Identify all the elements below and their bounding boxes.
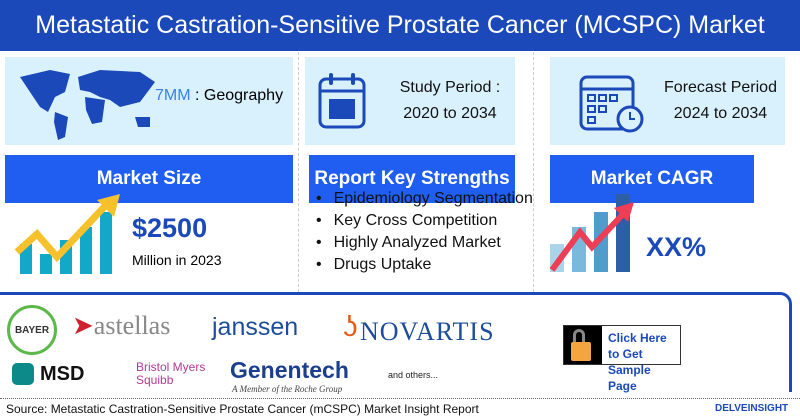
page-title: Metastatic Castration-Sensitive Prostate… (0, 0, 800, 51)
forecast-period-value: 2024 to 2034 (673, 105, 768, 122)
market-size-sub: Million in 2023 (132, 252, 222, 268)
company-logos-section: BAYER ➤astellas janssen ʖ NOVARTIS MSD B… (0, 292, 792, 394)
strength-item: Highly Analyzed Market (316, 232, 533, 254)
forecast-period-label: Forecast Period (664, 79, 777, 96)
forecast-period-panel: Forecast Period 2024 to 2034 (550, 57, 785, 145)
bms-logo: Bristol Myers Squibb (122, 361, 205, 387)
geography-text: : Geography (190, 87, 284, 104)
janssen-logo: janssen (212, 313, 299, 341)
delveinsight-logo: DELVEINSIGHT (715, 403, 789, 414)
cagr-value: XX% (646, 232, 707, 262)
novartis-logo: NOVARTIS (360, 317, 495, 346)
market-cagr-header: Market CAGR (550, 155, 754, 203)
sample-page-button[interactable]: Click Here to Get Sample Page (563, 325, 681, 393)
divider (533, 52, 534, 292)
bms-text-1: Bristol Myers (136, 360, 206, 374)
strength-item: Epidemiology Segmentation (316, 188, 533, 210)
unlock-icon (564, 326, 602, 364)
strength-item: Key Cross Competition (316, 210, 533, 232)
genentech-subtitle: A Member of the Roche Group (232, 384, 343, 394)
study-period-label: Study Period : (399, 79, 501, 96)
msd-logo: MSD (40, 363, 85, 385)
strengths-list: Epidemiology Segmentation Key Cross Comp… (316, 188, 533, 276)
novartis-flame-icon: ʖ (343, 311, 358, 343)
market-size-header: Market Size (5, 155, 293, 203)
others-label: and others... (388, 370, 439, 380)
astellas-logo: ➤astellas (72, 311, 171, 340)
divider (298, 52, 299, 292)
world-map-icon (20, 70, 155, 140)
study-period-value: 2020 to 2034 (403, 105, 497, 122)
bayer-logo: BAYER (7, 305, 57, 355)
bms-text-2: Squibb (136, 373, 174, 387)
market-size-value: $2500 (132, 213, 208, 243)
calendar-clock-icon (579, 75, 644, 133)
geography-highlight: 7MM (155, 87, 191, 104)
calendar-icon (318, 73, 366, 129)
cagr-chart-icon (550, 194, 634, 272)
study-period-panel: Study Period : 2020 to 2034 (305, 57, 515, 145)
footer-divider (0, 398, 800, 399)
growth-chart-icon (14, 194, 120, 274)
source-text: Source: Metastatic Castration-Sensitive … (6, 402, 479, 416)
astellas-text: astellas (93, 311, 171, 340)
geography-panel: 7MM : Geography (5, 57, 293, 145)
sample-page-label: Click Here to Get Sample Page (608, 331, 667, 393)
strength-item: Drugs Uptake (316, 254, 533, 276)
genentech-logo: Genentech (230, 357, 349, 383)
geography-label: 7MM : Geography (155, 87, 283, 105)
msd-icon (12, 363, 34, 385)
